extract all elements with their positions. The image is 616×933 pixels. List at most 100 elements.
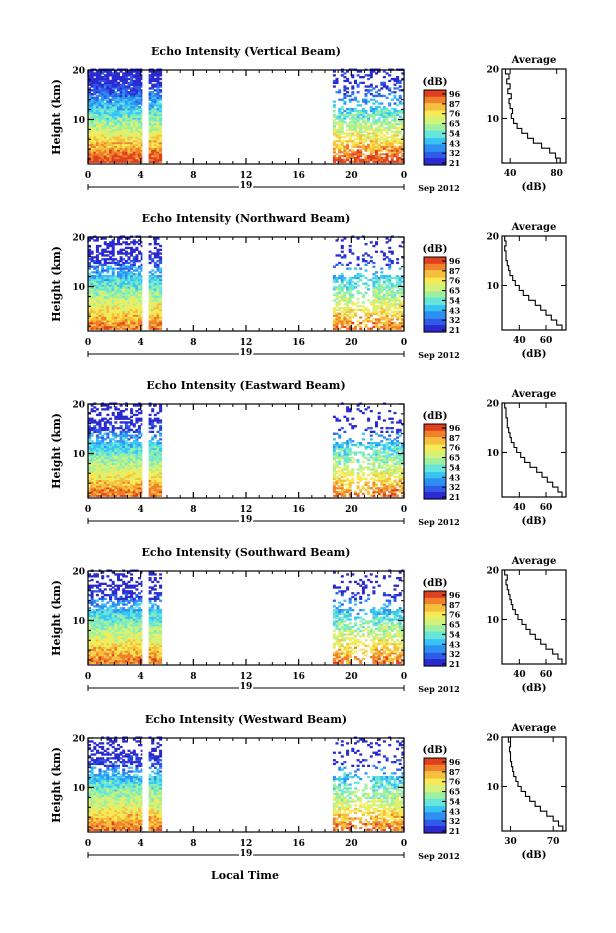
- heatmap-cell: [354, 97, 357, 99]
- heatmap-cell: [138, 243, 141, 245]
- heatmap-cell: [343, 237, 346, 239]
- heatmap-cell: [365, 85, 368, 87]
- month-label: Sep 2012: [418, 183, 460, 193]
- heatmap-cell: [388, 140, 391, 142]
- heatmap-cell: [362, 283, 365, 285]
- heatmap-cell: [354, 286, 357, 288]
- heatmap-cell: [388, 313, 391, 315]
- colorbar-unit-label: (dB): [423, 77, 448, 88]
- heatmap-cell: [341, 286, 344, 288]
- heatmap-cell: [346, 286, 349, 288]
- heatmap-cell: [138, 418, 141, 420]
- heatmap-cell: [130, 87, 133, 89]
- heatmap-cell: [333, 104, 336, 106]
- heatmap-cell: [388, 251, 391, 253]
- heatmap-cell: [141, 410, 143, 412]
- heatmap-cell: [357, 256, 360, 258]
- heatmap-cell: [91, 256, 94, 258]
- heatmap-cell: [93, 410, 96, 412]
- heatmap-cell: [372, 266, 375, 268]
- heatmap-cell: [338, 307, 341, 309]
- heatmap-cell: [151, 436, 154, 438]
- heatmap-cell: [125, 431, 128, 433]
- heatmap-cell: [341, 155, 344, 157]
- heatmap-cell: [341, 106, 344, 108]
- heatmap-cell: [391, 78, 394, 80]
- heatmap-cell: [117, 268, 120, 270]
- heatmap-cell: [375, 305, 378, 307]
- heatmap-cell: [399, 116, 402, 118]
- heatmap-cell: [114, 421, 117, 423]
- average-profile-line: [506, 69, 561, 163]
- heatmap-cell: [151, 431, 154, 433]
- heatmap-cell: [109, 266, 112, 268]
- heatmap-cell: [354, 313, 357, 315]
- heatmap-cell: [396, 316, 399, 318]
- heatmap-cell: [380, 271, 383, 273]
- heatmap-cell: [386, 97, 389, 99]
- heatmap-cell: [346, 140, 349, 142]
- heatmap-cell: [372, 245, 375, 247]
- heatmap-cell: [125, 440, 128, 442]
- heatmap-cell: [130, 408, 133, 410]
- heatmap-cell: [341, 318, 344, 320]
- heatmap-cell: [114, 275, 117, 277]
- heatmap-cell: [128, 425, 131, 427]
- colorbar-tick-label: 43: [449, 305, 461, 315]
- y-tick-label: 10: [72, 283, 85, 293]
- heatmap-cell: [351, 301, 354, 303]
- colorbar-tick-label: 65: [449, 286, 460, 296]
- heatmap-cell: [333, 266, 336, 268]
- heatmap-cell: [349, 277, 352, 279]
- heatmap-cell: [357, 298, 360, 300]
- heatmap-cell: [133, 431, 136, 433]
- x-tick-label: 0: [401, 338, 407, 348]
- heatmap-cell: [351, 252, 354, 254]
- heatmap-cell: [341, 245, 344, 247]
- heatmap-cell: [101, 84, 104, 86]
- heatmap-cell: [93, 97, 96, 99]
- heatmap-cell: [96, 266, 99, 268]
- heatmap-cell: [372, 155, 375, 157]
- heatmap-cell: [362, 125, 365, 127]
- heatmap-cell: [391, 99, 394, 101]
- heatmap-cell: [394, 102, 397, 104]
- heatmap-cell: [336, 264, 339, 266]
- heatmap-cell: [99, 245, 102, 247]
- heatmap-cell: [106, 251, 109, 253]
- heatmap-cell: [120, 76, 123, 78]
- heatmap-cell: [104, 421, 107, 423]
- heatmap-cell: [362, 254, 365, 256]
- heatmap-cell: [378, 144, 381, 146]
- heatmap-cell: [383, 76, 386, 78]
- heatmap-cell: [159, 89, 162, 91]
- heatmap-cell: [112, 442, 115, 444]
- heatmap-cell: [154, 435, 157, 437]
- heatmap-cell: [383, 286, 386, 288]
- x-tick-label: 16: [292, 338, 305, 348]
- heatmap-cell: [383, 275, 386, 277]
- heatmap-cell: [122, 421, 125, 423]
- heatmap-cell: [120, 404, 123, 406]
- average-profile-line: [505, 236, 562, 330]
- heatmap-cell: [130, 264, 133, 266]
- heatmap-cell: [91, 271, 94, 273]
- heatmap-cell: [125, 241, 128, 243]
- heatmap-cell: [120, 243, 123, 245]
- heatmap-cell: [354, 326, 357, 328]
- y-tick-label: 20: [72, 67, 85, 77]
- heatmap-cell: [154, 84, 157, 86]
- heatmap-cell: [104, 237, 107, 239]
- heatmap-cell: [367, 101, 370, 103]
- heatmap-cell: [125, 260, 128, 262]
- heatmap-cell: [117, 271, 120, 273]
- heatmap-cell: [349, 307, 352, 309]
- heatmap-cell: [372, 99, 375, 101]
- heatmap-cell: [354, 283, 357, 285]
- heatmap-cell: [359, 123, 362, 125]
- heatmap-cell: [135, 418, 138, 420]
- heatmap-cell: [359, 110, 362, 112]
- heatmap-cell: [128, 78, 131, 80]
- heatmap-cell: [333, 110, 336, 112]
